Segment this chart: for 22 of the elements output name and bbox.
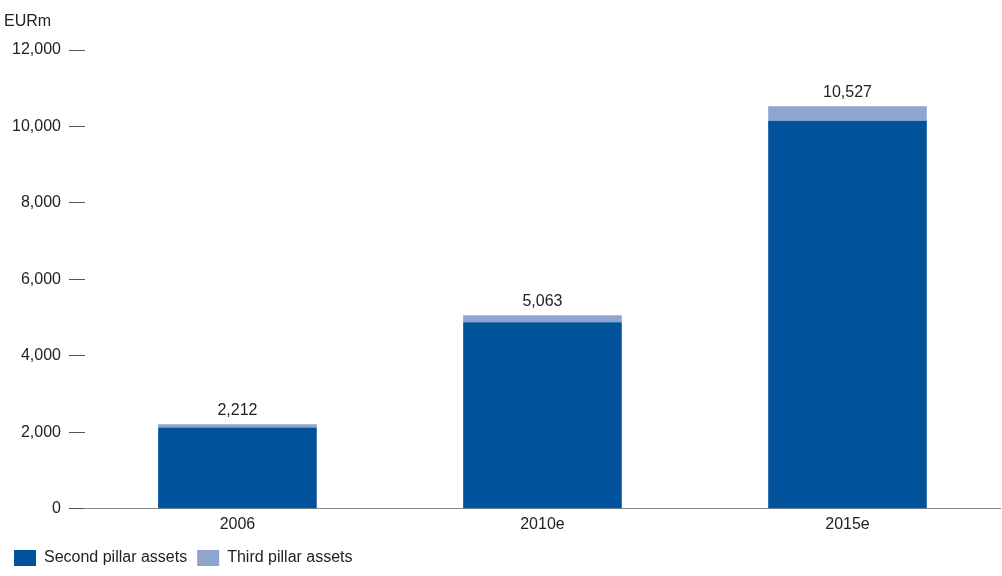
y-tick-label: 12,000 (12, 40, 62, 58)
y-tick-label: 0 (52, 499, 62, 517)
x-tick-label: 2010e (520, 514, 565, 532)
y-tick-label: 6,000 (20, 269, 62, 287)
bar (463, 322, 622, 509)
y-tick-label: 2,000 (20, 422, 62, 440)
y-axis-title: EURm (4, 12, 52, 30)
y-tick-label: 4,000 (20, 346, 62, 364)
y-tick-label: 8,000 (20, 193, 62, 211)
bar (158, 427, 317, 509)
total-label: 2,212 (217, 400, 258, 418)
x-tick-label: 2015e (825, 514, 870, 532)
y-tick-label: 10,000 (12, 116, 62, 134)
bar (158, 424, 317, 428)
total-label: 10,527 (823, 82, 873, 100)
bar (768, 120, 927, 509)
bar (463, 315, 622, 323)
x-tick-label: 2006 (219, 514, 256, 532)
bar (768, 106, 927, 121)
legend-label: Third pillar assets (227, 548, 353, 566)
legend-label: Second pillar assets (44, 548, 188, 566)
total-label: 5,063 (522, 291, 563, 309)
